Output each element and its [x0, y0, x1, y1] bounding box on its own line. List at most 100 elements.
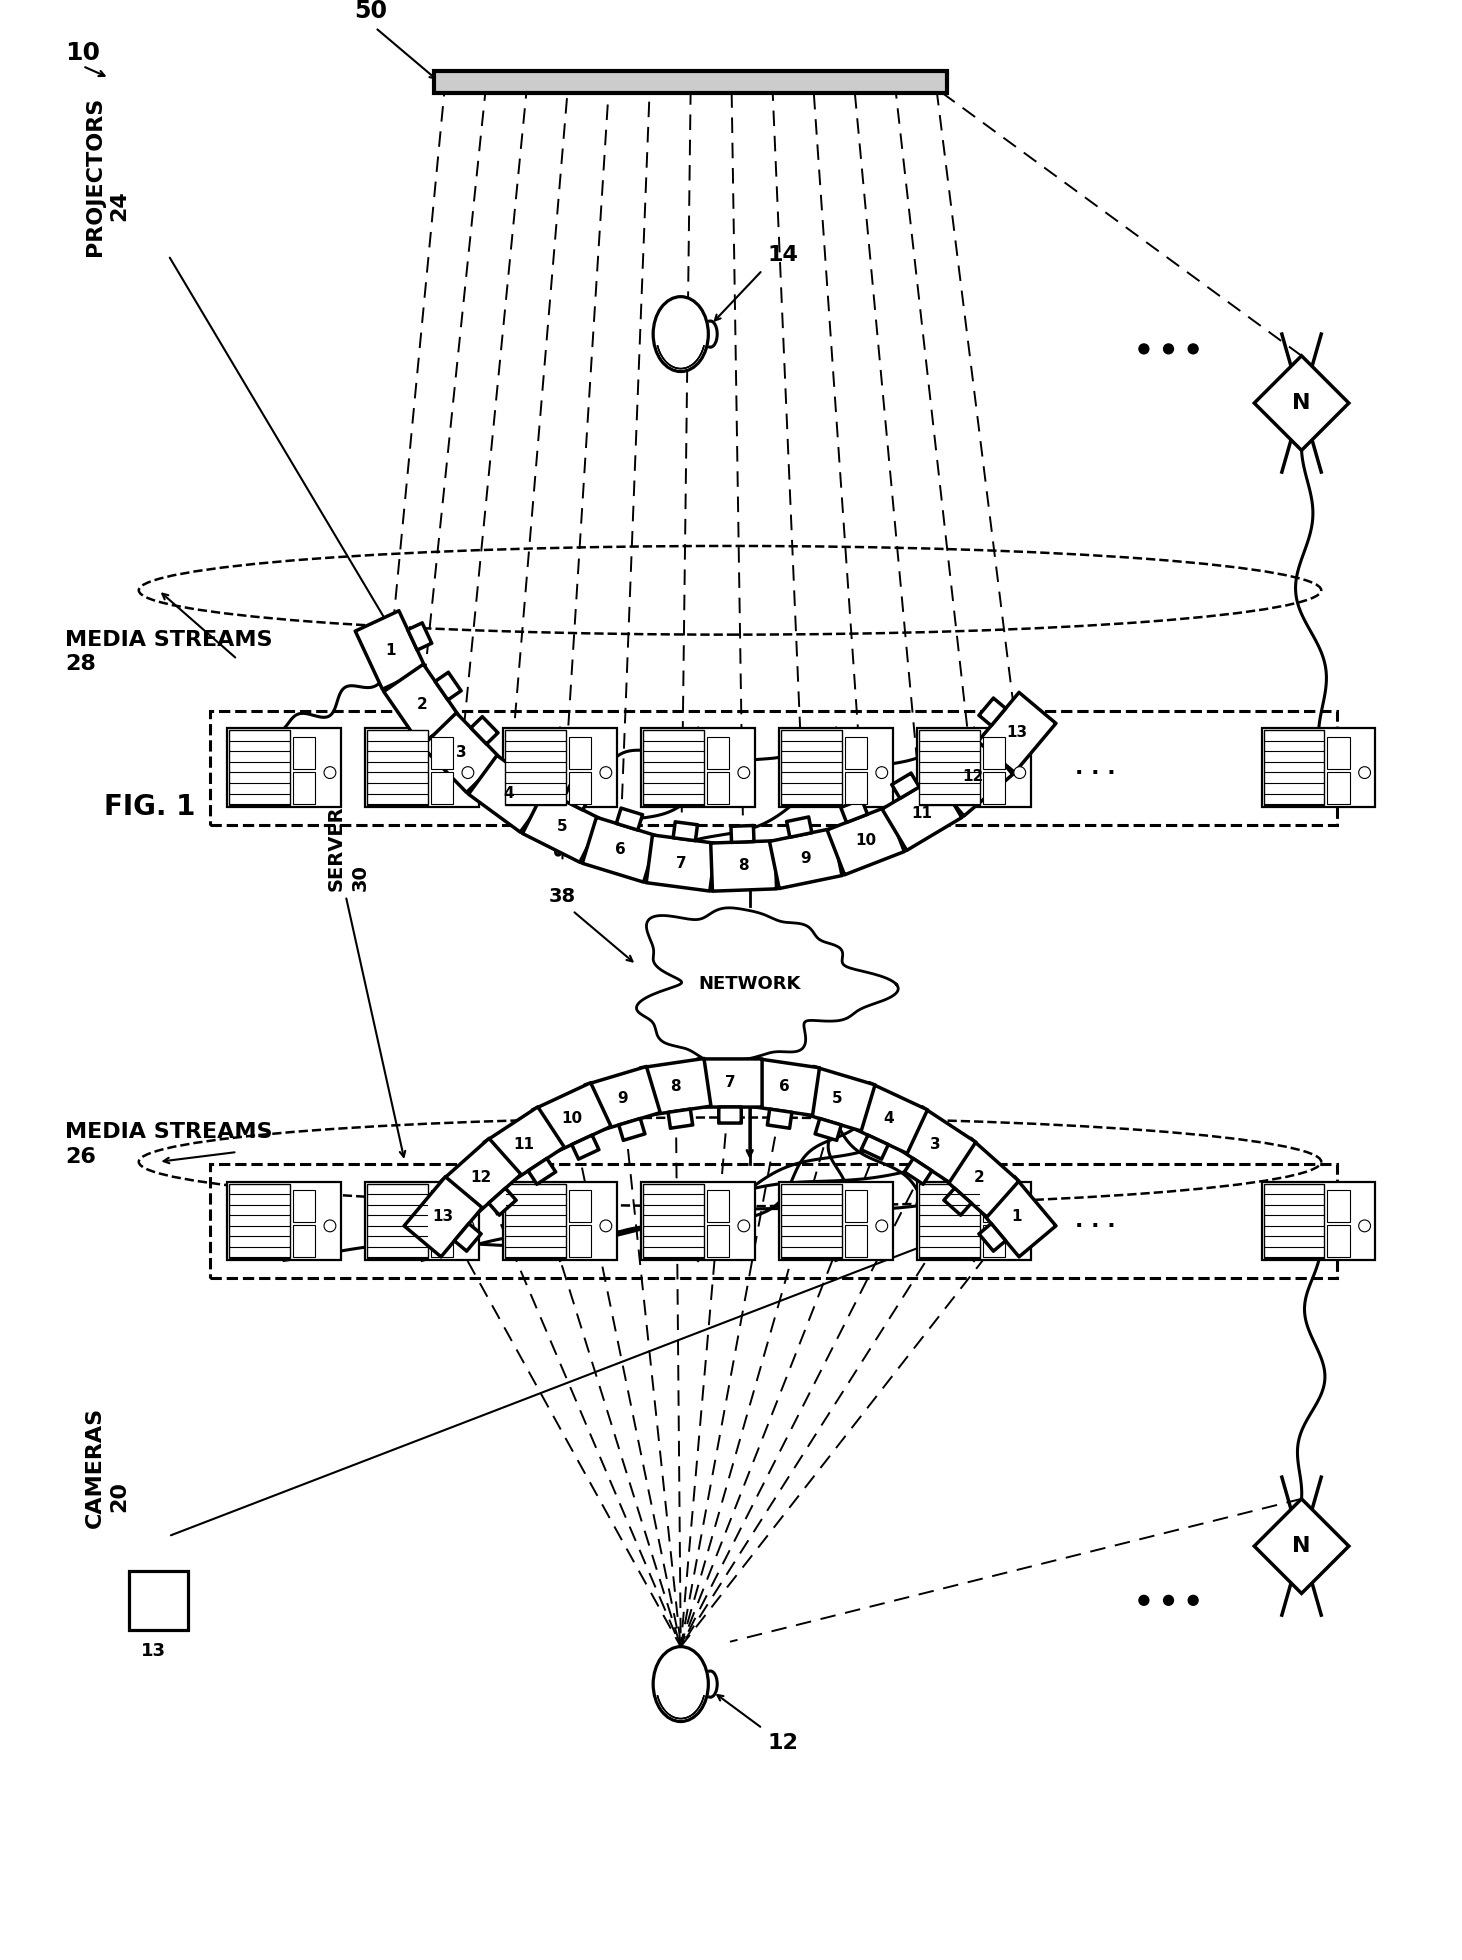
FancyBboxPatch shape	[944, 1188, 971, 1215]
Text: 26: 26	[64, 1147, 95, 1166]
Polygon shape	[1254, 1499, 1349, 1593]
Bar	[917, 1182, 1031, 1260]
Bar	[643, 731, 703, 806]
Circle shape	[1189, 1595, 1197, 1605]
Bar	[228, 729, 341, 808]
Text: 8: 8	[671, 1080, 681, 1094]
Text: SERVERS: SERVERS	[553, 757, 572, 857]
Bar	[781, 1184, 842, 1258]
Bar	[982, 737, 1006, 768]
FancyBboxPatch shape	[442, 1139, 520, 1217]
Circle shape	[599, 766, 611, 778]
Circle shape	[1164, 1595, 1174, 1605]
Text: 2: 2	[974, 1170, 984, 1186]
Circle shape	[1358, 1219, 1370, 1231]
Bar	[845, 1225, 867, 1258]
Text: 30: 30	[351, 864, 370, 892]
Text: MEDIA STREAMS: MEDIA STREAMS	[64, 629, 272, 649]
Bar	[292, 772, 316, 804]
FancyBboxPatch shape	[471, 717, 499, 745]
FancyBboxPatch shape	[572, 1135, 599, 1158]
Polygon shape	[1254, 357, 1349, 451]
Bar	[982, 1190, 1006, 1223]
FancyBboxPatch shape	[423, 713, 501, 792]
FancyBboxPatch shape	[787, 817, 811, 837]
Circle shape	[325, 766, 336, 778]
Circle shape	[1358, 766, 1370, 778]
Bar	[431, 1190, 453, 1223]
FancyBboxPatch shape	[618, 1119, 645, 1141]
FancyBboxPatch shape	[355, 612, 425, 690]
Circle shape	[1139, 343, 1149, 355]
FancyBboxPatch shape	[892, 772, 920, 798]
FancyBboxPatch shape	[768, 1109, 792, 1129]
FancyBboxPatch shape	[522, 790, 601, 862]
Bar	[779, 729, 893, 808]
Bar	[503, 729, 617, 808]
Bar	[431, 772, 453, 804]
Text: MEDIA STREAMS: MEDIA STREAMS	[64, 1123, 272, 1143]
Circle shape	[462, 1219, 474, 1231]
FancyBboxPatch shape	[697, 1058, 762, 1107]
Text: 12: 12	[471, 1170, 491, 1186]
Text: 13: 13	[1006, 725, 1028, 741]
Bar	[569, 737, 591, 768]
Bar	[643, 1184, 703, 1258]
Text: 14: 14	[768, 245, 798, 265]
Text: 6: 6	[779, 1080, 789, 1094]
Text: 1: 1	[386, 643, 396, 657]
Text: 5: 5	[832, 1092, 842, 1105]
FancyBboxPatch shape	[980, 698, 1006, 725]
Text: 10: 10	[64, 41, 99, 65]
Text: 4: 4	[883, 1111, 893, 1125]
Text: N: N	[1292, 1537, 1311, 1556]
Bar	[920, 1184, 980, 1258]
Bar	[1262, 729, 1376, 808]
FancyBboxPatch shape	[455, 1223, 481, 1250]
Bar	[642, 729, 754, 808]
FancyBboxPatch shape	[532, 1082, 611, 1152]
Bar	[230, 731, 289, 806]
FancyBboxPatch shape	[582, 817, 658, 882]
Text: 20: 20	[110, 1482, 129, 1513]
Circle shape	[1013, 1219, 1026, 1231]
FancyBboxPatch shape	[939, 1139, 1019, 1217]
FancyBboxPatch shape	[861, 1135, 889, 1158]
FancyBboxPatch shape	[404, 1176, 482, 1256]
Text: 10: 10	[855, 833, 876, 849]
FancyBboxPatch shape	[436, 672, 461, 700]
FancyBboxPatch shape	[711, 841, 776, 892]
Circle shape	[738, 1219, 750, 1231]
Bar	[706, 737, 730, 768]
Bar	[209, 1164, 1336, 1278]
Bar	[366, 729, 478, 808]
Bar	[1327, 1190, 1349, 1223]
Text: PROJECTORS: PROJECTORS	[85, 96, 105, 257]
Text: 7: 7	[725, 1076, 735, 1090]
Text: CAMERAS: CAMERAS	[85, 1407, 105, 1529]
Text: 9: 9	[617, 1092, 629, 1105]
Text: 8: 8	[738, 858, 749, 874]
Text: . . .: . . .	[1075, 759, 1116, 778]
Bar	[292, 1225, 316, 1258]
FancyBboxPatch shape	[640, 1058, 711, 1115]
Text: 13: 13	[433, 1209, 453, 1225]
Text: . . .: . . .	[1075, 1211, 1116, 1231]
Text: 12: 12	[768, 1733, 798, 1754]
FancyBboxPatch shape	[800, 1066, 876, 1131]
Text: 3: 3	[930, 1137, 942, 1152]
Bar	[431, 1225, 453, 1258]
Circle shape	[738, 766, 750, 778]
Circle shape	[1189, 343, 1197, 355]
Bar	[917, 729, 1031, 808]
Bar	[1327, 737, 1349, 768]
FancyBboxPatch shape	[882, 776, 962, 851]
Text: NETWORK: NETWORK	[699, 976, 801, 994]
FancyBboxPatch shape	[939, 739, 966, 766]
FancyBboxPatch shape	[646, 835, 716, 892]
FancyBboxPatch shape	[488, 1188, 516, 1215]
Bar	[366, 1182, 478, 1260]
Text: 10: 10	[561, 1111, 582, 1125]
Bar	[129, 1570, 189, 1631]
Circle shape	[1139, 1595, 1149, 1605]
